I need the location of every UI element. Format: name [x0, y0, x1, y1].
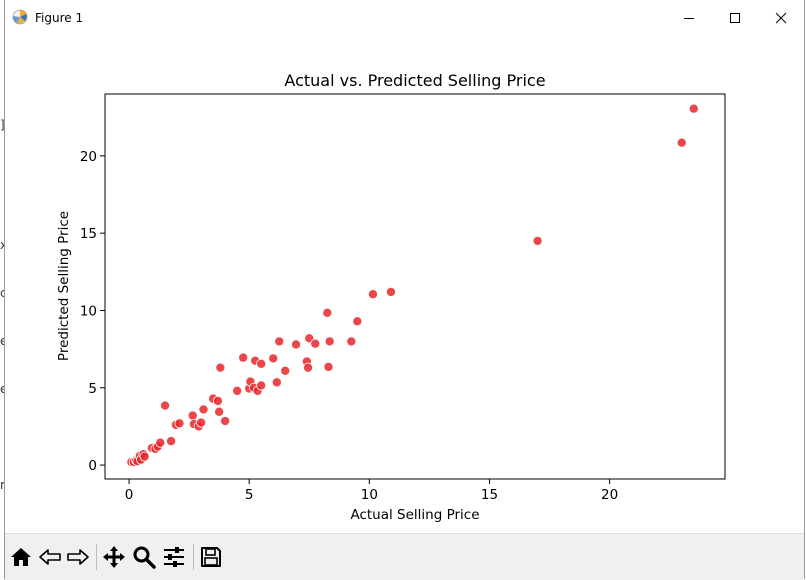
- scatter-point: [268, 353, 279, 364]
- y-tick-label: 5: [88, 381, 97, 397]
- scatter-point: [232, 385, 243, 396]
- scatter-point: [187, 410, 198, 421]
- title-bar[interactable]: Figure 1: [5, 0, 804, 36]
- window-title: Figure 1: [35, 11, 84, 25]
- background-text-fragment: ]: [0, 118, 5, 132]
- x-tick-label: 10: [361, 487, 378, 503]
- x-tick-label: 15: [481, 487, 498, 503]
- x-tick-label: 20: [601, 487, 618, 503]
- scatter-point: [280, 365, 291, 376]
- save-icon: [201, 547, 221, 567]
- x-tick-label: 0: [125, 487, 134, 503]
- scatter-point: [198, 404, 209, 415]
- scatter-point: [688, 103, 699, 114]
- scatter-point: [238, 352, 249, 363]
- scatter-point: [310, 338, 321, 349]
- scatter-point: [212, 395, 223, 406]
- y-tick-label: 20: [80, 149, 97, 165]
- back-arrow-icon: [39, 549, 61, 565]
- scatter-point: [385, 286, 396, 297]
- scatter-point: [322, 307, 333, 318]
- zoom-button[interactable]: [130, 543, 158, 571]
- background-text-fragment: x: [0, 238, 7, 252]
- scatter-point: [166, 436, 177, 447]
- scatter-point: [303, 362, 314, 373]
- scatter-point: [256, 358, 267, 369]
- background-text-fragment: e: [0, 382, 7, 396]
- background-text-fragment: e: [0, 334, 7, 348]
- scatter-point: [274, 336, 285, 347]
- save-button[interactable]: [197, 543, 225, 571]
- minimize-button[interactable]: [666, 0, 712, 36]
- scatter-point: [352, 316, 363, 327]
- toolbar-separator: [193, 544, 194, 570]
- close-button[interactable]: [758, 0, 804, 36]
- scatter-point: [215, 362, 226, 373]
- scatter-point: [532, 235, 543, 246]
- forward-arrow-icon: [67, 549, 89, 565]
- home-button[interactable]: [7, 543, 35, 571]
- pan-button[interactable]: [100, 543, 128, 571]
- y-tick-label: 15: [80, 226, 97, 242]
- scatter-point: [271, 377, 282, 388]
- figure-canvas[interactable]: 0 5 10 15 20 0 5 10 15 20 Actual vs. Predicted Se…: [5, 36, 804, 533]
- configure-subplots-button[interactable]: [160, 543, 188, 571]
- toolbar-separator: [96, 544, 97, 570]
- scatter-point: [324, 336, 335, 347]
- scatter-point: [367, 289, 378, 300]
- zoom-icon: [133, 546, 156, 569]
- pan-icon: [103, 546, 125, 568]
- x-tick-label: 5: [245, 487, 254, 503]
- scatter-point: [174, 418, 185, 429]
- scatter-point: [291, 339, 302, 350]
- scatter-point: [676, 137, 687, 148]
- background-text-fragment: r: [0, 478, 5, 492]
- figure-window: Figure 1 0 5 10 15 20 0 5 10 15 20 Actual vs. Pre…: [4, 0, 805, 580]
- y-tick-label: 10: [80, 303, 97, 319]
- scatter-point: [256, 380, 267, 391]
- maximize-icon: [730, 13, 740, 23]
- scatter-point: [196, 417, 207, 428]
- background-text-fragment: c: [0, 286, 7, 300]
- scatter-point: [323, 361, 334, 372]
- y-tick-label: 0: [88, 458, 97, 474]
- scatter-point: [155, 437, 166, 448]
- forward-button[interactable]: [64, 543, 92, 571]
- maximize-button[interactable]: [712, 0, 758, 36]
- scatter-point: [220, 416, 231, 427]
- scatter-point: [160, 400, 171, 411]
- scatter-point: [214, 406, 225, 417]
- home-icon: [11, 548, 31, 566]
- configure-subplots-icon: [164, 547, 184, 567]
- back-button[interactable]: [36, 543, 64, 571]
- close-icon: [775, 12, 787, 24]
- scatter-point: [139, 451, 150, 462]
- scatter-point: [346, 336, 357, 347]
- x-axis-label: Actual Selling Price: [350, 507, 479, 523]
- minimize-icon: [684, 18, 694, 19]
- navigation-toolbar: [5, 533, 804, 580]
- scatter-chart: 0 5 10 15 20 0 5 10 15 20 Actual vs. Predicted Se…: [56, 71, 726, 523]
- plot-area-frame: [104, 93, 726, 480]
- matplotlib-app-icon: [12, 9, 28, 25]
- y-axis-label: Predicted Selling Price: [56, 211, 72, 361]
- chart-title: Actual vs. Predicted Selling Price: [284, 71, 545, 90]
